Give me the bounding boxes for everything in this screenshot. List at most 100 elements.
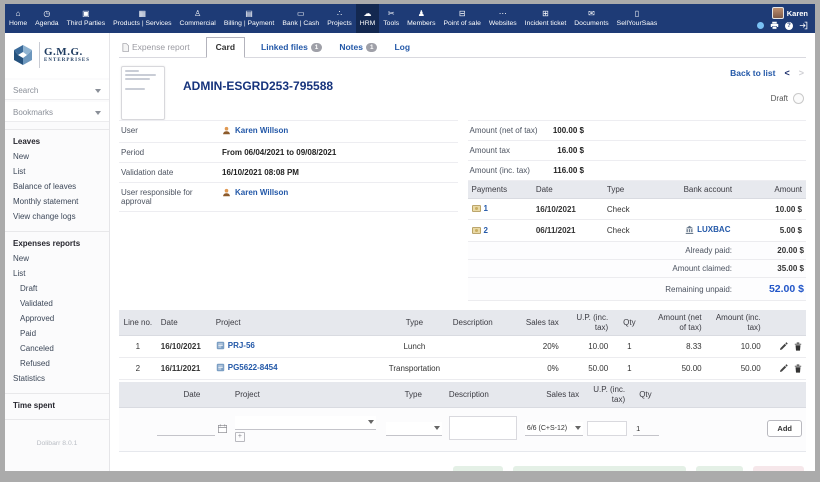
add-line-button[interactable]: Add [767,420,802,438]
delete-button[interactable]: DELETE [753,465,804,471]
unit-price-input[interactable] [587,421,628,437]
navbar-quick-icons: ? [757,21,808,30]
validate-and-submit-button[interactable]: VALIDATE AND SUBMIT FOR APPROVAL [513,465,686,471]
payment-ref-link[interactable]: 1 [471,204,488,213]
user-link[interactable]: Karen Willson [222,126,288,135]
payments-date-header: Date [531,181,603,199]
date-input[interactable] [156,421,215,436]
nav-item-sellyoursaas[interactable]: ▯ SellYourSaas [616,9,658,27]
nav-item-hrm[interactable]: ☁ HRM [355,4,380,33]
table-row: User responsible for approval Karen Will… [119,182,458,212]
line-qty: 1 [612,357,647,381]
nav-item-products-services[interactable]: ▦ Products | Services [113,9,172,27]
company-logo[interactable]: G.M.G. ENTERPRISES [5,33,109,78]
documents-icon: ✉ [588,9,595,18]
delete-line-icon[interactable] [794,364,802,373]
line-no: 1 [119,335,157,359]
nav-item-bank-cash[interactable]: ▭ Bank | Cash [282,9,320,27]
payment-date: 06/11/2021 [531,219,603,242]
back-to-list-link[interactable]: Back to list [730,68,776,78]
payment-row: 1 16/10/2021 Check 10.00 $ [467,198,806,220]
tab-notes[interactable]: Notes 1 [338,38,378,57]
sidebar-item-leaves-new[interactable]: New [13,152,30,161]
nav-item-tools[interactable]: ✂ Tools [383,9,400,27]
sidebar-item-leaves-list[interactable]: List [13,167,26,176]
bank-account-link[interactable]: LUXBAC [685,225,730,234]
tab-bar: Expense report Card Linked files 1 Notes 1… [119,37,806,58]
sales-tax-select[interactable]: 6/6 (C+S-12) [524,421,584,436]
line-type: Lunch [380,335,449,359]
project-select[interactable] [234,415,377,430]
payments-bank-header: Bank account [663,181,752,199]
page-title: ADMIN-ESGRD253-795588 [183,79,334,93]
print-icon[interactable] [770,21,779,30]
line-date-header: Date [156,310,212,337]
sidebar-section-leaves: Leaves New List Balance of leaves Monthl… [5,129,109,224]
sidebar-item-view-change-logs[interactable]: View change logs [13,212,76,221]
validation-date-value: 16/10/2021 08:08 PM [220,162,458,183]
edit-line-icon[interactable] [779,342,788,351]
nav-item-projects[interactable]: ∴ Projects [327,9,352,27]
left-sidebar: G.M.G. ENTERPRISES Search Bookmarks Leav… [5,33,110,471]
payment-type: Check [602,198,664,220]
payment-ref-link[interactable]: 2 [471,226,488,235]
notification-dot-icon[interactable] [757,22,764,29]
modify-button[interactable]: MODIFY [453,465,504,471]
nav-item-billing-payment[interactable]: ▤ Billing | Payment [223,9,275,27]
previous-record-arrow[interactable]: < [784,68,790,78]
project-link[interactable]: PRJ-56 [216,341,255,350]
add-project-icon[interactable]: + [234,431,245,442]
document-thumbnail[interactable] [121,66,165,120]
amount-tax-value: 16.00 $ [548,140,586,161]
sidebar-item-expenses-validated[interactable]: Validated [20,299,53,308]
nav-item-home[interactable]: ⌂ Home [9,9,28,27]
sidebar-item-expenses-statistics[interactable]: Statistics [13,374,46,383]
user-menu[interactable]: Karen [771,7,808,19]
sidebar-item-expenses-canceled[interactable]: Canceled [20,344,54,353]
sidebar-item-expenses-list[interactable]: List [13,269,26,278]
tab-log[interactable]: Log [394,42,411,52]
project-link[interactable]: PG5622-8454 [216,363,278,372]
edit-line-icon[interactable] [779,364,788,373]
sellyoursaas-icon: ▯ [634,9,640,18]
time-spent-section-title[interactable]: Time spent [13,401,56,410]
sidebar-item-expenses-draft[interactable]: Draft [20,284,38,293]
sidebar-bookmarks-dropdown[interactable]: Bookmarks [5,102,109,122]
table-row: Validation date 16/10/2021 08:08 PM [119,162,458,183]
nav-item-members[interactable]: ♟ Members [407,9,436,27]
delete-line-icon[interactable] [794,342,802,351]
already-paid-label: Already paid: [685,246,732,255]
sidebar-item-monthly-statement[interactable]: Monthly statement [13,197,79,206]
approver-link[interactable]: Karen Willson [222,188,288,197]
payments-header: Payments [467,181,532,199]
sidebar-item-expenses-approved[interactable]: Approved [20,314,55,323]
nav-item-websites[interactable]: ⋯ Websites [488,9,517,27]
nav-item-incident-ticket[interactable]: ⊞ Incident ticket [524,9,567,27]
nav-item-agenda[interactable]: ◷ Agenda [35,9,59,27]
nav-item-documents[interactable]: ✉ Documents [574,9,609,27]
logout-icon[interactable] [799,21,808,30]
app-version: Dolibarr 8.0.1 [36,440,78,447]
tab-card[interactable]: Card [205,37,246,58]
sidebar-item-expenses-refused[interactable]: Refused [20,359,50,368]
nav-item-point-of-sale[interactable]: ⊟ Point of sale [443,9,481,27]
home-icon: ⌂ [15,9,21,18]
calendar-icon[interactable] [217,424,227,434]
next-record-arrow[interactable]: > [798,68,804,78]
nav-item-commercial[interactable]: ♙ Commercial [179,9,216,27]
type-select[interactable] [385,421,442,436]
help-icon[interactable]: ? [785,21,793,30]
remaining-unpaid-label: Remaining unpaid: [665,284,732,294]
table-row: Amount tax 16.00 $ [467,140,806,161]
sidebar-item-balance-of-leaves[interactable]: Balance of leaves [13,182,77,191]
sidebar-item-expenses-paid[interactable]: Paid [20,329,37,338]
tab-linked-files[interactable]: Linked files 1 [260,38,323,57]
qty-input[interactable] [633,421,659,436]
sidebar-search-dropdown[interactable]: Search [5,80,109,100]
description-textarea[interactable] [448,415,517,440]
payments-amount-header: Amount [751,181,806,199]
expense-line-row: 1 16/10/2021 PRJ-56 Lunch 20% 10.00 1 8.… [119,335,806,359]
clone-button[interactable]: CLONE [695,465,744,471]
nav-item-third-parties[interactable]: ▣ Third Parties [66,9,106,27]
sidebar-item-expenses-new[interactable]: New [13,254,30,263]
